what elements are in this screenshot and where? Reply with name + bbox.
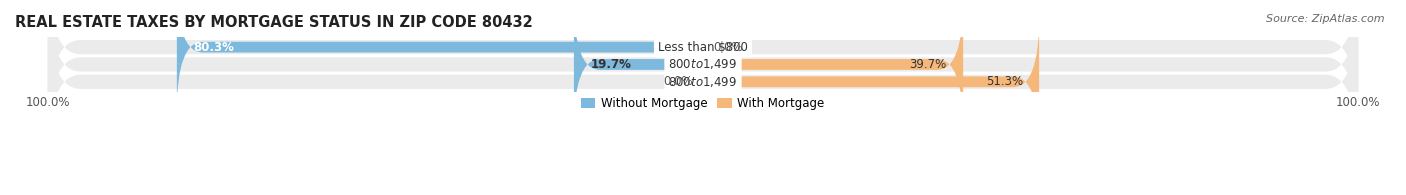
Text: $800 to $1,499: $800 to $1,499 xyxy=(668,58,738,72)
Text: 80.3%: 80.3% xyxy=(193,41,235,54)
FancyBboxPatch shape xyxy=(48,0,1358,127)
FancyBboxPatch shape xyxy=(703,18,1039,146)
Legend: Without Mortgage, With Mortgage: Without Mortgage, With Mortgage xyxy=(576,93,830,115)
FancyBboxPatch shape xyxy=(48,2,1358,161)
Text: REAL ESTATE TAXES BY MORTGAGE STATUS IN ZIP CODE 80432: REAL ESTATE TAXES BY MORTGAGE STATUS IN … xyxy=(15,15,533,30)
Text: $800 to $1,499: $800 to $1,499 xyxy=(668,75,738,89)
Text: 19.7%: 19.7% xyxy=(591,58,631,71)
Text: 39.7%: 39.7% xyxy=(910,58,946,71)
Text: 51.3%: 51.3% xyxy=(986,75,1022,88)
Text: 0.0%: 0.0% xyxy=(664,75,693,88)
FancyBboxPatch shape xyxy=(574,0,703,129)
FancyBboxPatch shape xyxy=(177,0,703,111)
FancyBboxPatch shape xyxy=(48,0,1358,144)
FancyBboxPatch shape xyxy=(703,0,963,129)
Text: Less than $800: Less than $800 xyxy=(658,41,748,54)
Text: Source: ZipAtlas.com: Source: ZipAtlas.com xyxy=(1267,14,1385,24)
Text: 0.0%: 0.0% xyxy=(713,41,742,54)
